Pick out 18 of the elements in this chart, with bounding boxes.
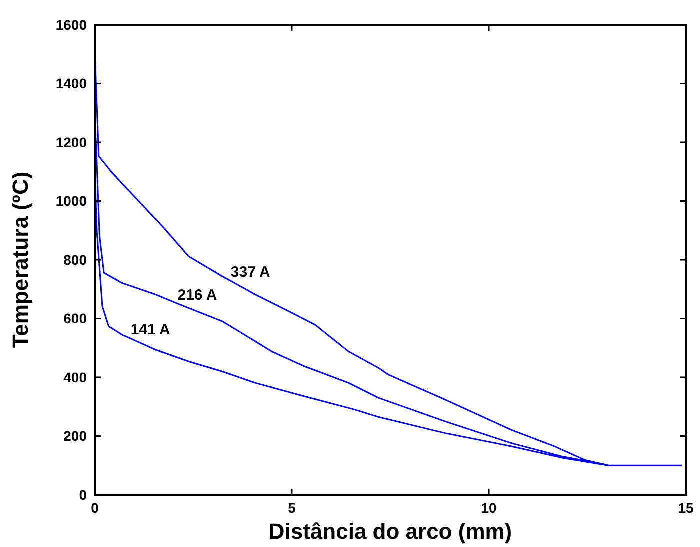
y-tick-label: 200 — [64, 428, 88, 444]
y-tick-label: 1400 — [56, 76, 88, 92]
annotation: 337 A — [230, 264, 271, 282]
y-tick-label: 0 — [79, 486, 88, 503]
x-tick-label: 5 — [288, 500, 296, 516]
annotation: 216 A — [178, 286, 218, 304]
y-tick-label: 1200 — [56, 134, 88, 150]
y-tick-label: 600 — [64, 310, 88, 327]
y-tick-label: 400 — [64, 369, 88, 386]
x-axis-title: Distância do arco (mm) — [268, 519, 512, 544]
x-tick-label: 0 — [91, 500, 100, 516]
y-axis-title: Temperatura (ºC) — [8, 172, 33, 348]
y-tick-label: 1000 — [56, 193, 88, 210]
x-tick-label: 10 — [481, 500, 497, 516]
annotation: 141 A — [130, 322, 170, 339]
x-tick-label: 15 — [678, 500, 694, 516]
y-tick-label: 1600 — [56, 16, 88, 33]
y-tick-label: 800 — [64, 252, 88, 268]
